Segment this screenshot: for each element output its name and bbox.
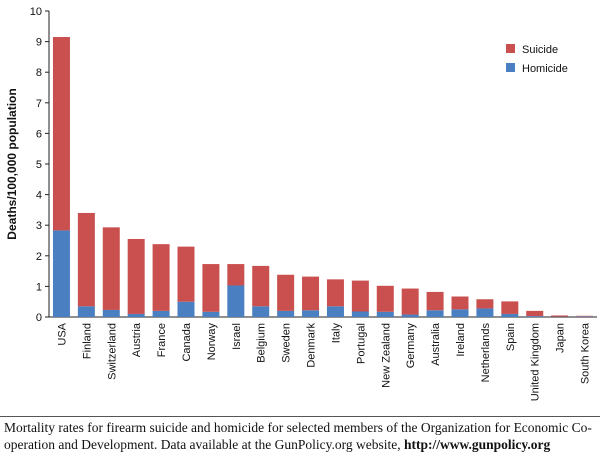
bar-suicide-sweden — [277, 274, 295, 311]
x-tick-label: Italy — [330, 323, 342, 344]
y-axis-label: Deaths/100,000 population — [5, 88, 19, 239]
bar-homicide-ireland — [451, 309, 469, 317]
bar-homicide-norway — [202, 311, 220, 317]
bar-homicide-belgium — [252, 306, 270, 317]
bar-suicide-canada — [177, 246, 195, 302]
bar-homicide-south-korea — [576, 316, 594, 317]
bar-suicide-finland — [77, 212, 95, 307]
bar-suicide-germany — [401, 288, 419, 315]
x-tick-label: Spain — [505, 323, 517, 351]
legend: Suicide Homicide — [506, 44, 568, 75]
bar-suicide-spain — [501, 301, 519, 314]
bar-suicide-new-zealand — [376, 285, 394, 312]
bar-suicide-ireland — [451, 296, 469, 310]
legend-label-suicide: Suicide — [522, 44, 558, 56]
bar-homicide-switzerland — [102, 309, 120, 317]
legend-label-homicide: Homicide — [522, 63, 568, 75]
x-tick-label: Netherlands — [480, 323, 492, 383]
bar-homicide-new-zealand — [376, 311, 394, 317]
x-tick-label: Switzerland — [106, 323, 118, 380]
bar-homicide-australia — [426, 310, 444, 317]
x-tick-label: Israel — [231, 323, 243, 350]
x-axis-labels: USA Finland Switzerland Austria France Canada… — [56, 322, 591, 401]
bar-suicide-usa — [52, 37, 70, 231]
x-tick-label: United Kingdom — [530, 323, 542, 401]
x-tick-label: Finland — [81, 323, 93, 359]
bar-suicide-belgium — [252, 265, 270, 307]
x-tick-label: Germany — [405, 323, 417, 369]
bar-suicide-austria — [127, 238, 145, 314]
bar-suicide-france — [152, 244, 170, 311]
bar-homicide-netherlands — [476, 308, 494, 317]
y-tick-label: 7 — [36, 98, 42, 110]
caption-divider — [0, 416, 600, 417]
x-tick-label: France — [156, 323, 168, 357]
x-tick-label: South Korea — [580, 322, 592, 384]
bar-homicide-canada — [177, 301, 195, 317]
y-tick-label: 8 — [36, 67, 42, 79]
y-tick-label: 6 — [36, 128, 42, 140]
x-tick-label: Belgium — [256, 323, 268, 363]
y-tick-label: 9 — [36, 37, 42, 49]
bar-homicide-united-kingdom — [526, 316, 544, 317]
bar-homicide-austria — [127, 313, 145, 317]
bar-suicide-denmark — [302, 276, 320, 311]
y-tick-label: 4 — [36, 190, 42, 202]
x-tick-label: Portugal — [355, 323, 367, 364]
caption-link[interactable]: http://www.gunpolicy.org — [404, 437, 551, 452]
bar-homicide-italy — [326, 306, 344, 317]
y-tick-label: 10 — [30, 6, 42, 18]
x-tick-label: Norway — [206, 323, 218, 361]
caption-text: Mortality rates for firearm suicide and … — [4, 420, 592, 452]
bar-suicide-australia — [426, 291, 444, 311]
x-tick-label: Canada — [181, 322, 193, 361]
bar-homicide-finland — [77, 306, 95, 317]
y-tick-label: 3 — [36, 220, 42, 232]
y-tick-label: 2 — [36, 251, 42, 263]
bar-suicide-united-kingdom — [526, 310, 544, 317]
y-tick-label: 0 — [36, 312, 42, 324]
x-tick-label: Japan — [555, 323, 567, 353]
legend-swatch-homicide — [506, 63, 515, 72]
y-tick-label: 5 — [36, 159, 42, 171]
bar-homicide-usa — [52, 230, 70, 317]
bar-suicide-south-korea — [576, 315, 594, 317]
bar-suicide-portugal — [351, 280, 369, 312]
bar-homicide-portugal — [351, 311, 369, 317]
bar-suicide-switzerland — [102, 227, 120, 310]
x-tick-label: USA — [56, 322, 68, 345]
bar-suicide-netherlands — [476, 299, 494, 309]
bar-suicide-japan — [551, 315, 569, 317]
x-tick-label: Austria — [131, 322, 143, 357]
bar-homicide-germany — [401, 314, 419, 317]
figure-caption: Mortality rates for firearm suicide and … — [4, 419, 598, 453]
bar-homicide-spain — [501, 313, 519, 317]
x-tick-label: Australia — [430, 322, 442, 366]
bar-suicide-israel — [227, 264, 245, 286]
bar-homicide-france — [152, 310, 170, 317]
bar-chart: Deaths/100,000 population 0 1 2 3 4 5 6 7 8 9 10 U… — [5, 6, 597, 401]
bar-homicide-sweden — [277, 310, 295, 317]
bars-group — [52, 37, 594, 317]
bar-homicide-denmark — [302, 310, 320, 317]
x-tick-label: New Zealand — [380, 323, 392, 388]
y-tick-label: 1 — [36, 281, 42, 293]
bar-suicide-norway — [202, 264, 220, 312]
bar-homicide-israel — [227, 285, 245, 317]
legend-swatch-suicide — [506, 44, 515, 53]
x-tick-label: Denmark — [306, 323, 318, 368]
x-tick-label: Sweden — [281, 323, 293, 363]
x-tick-label: Ireland — [455, 323, 467, 357]
bar-suicide-italy — [326, 279, 344, 307]
